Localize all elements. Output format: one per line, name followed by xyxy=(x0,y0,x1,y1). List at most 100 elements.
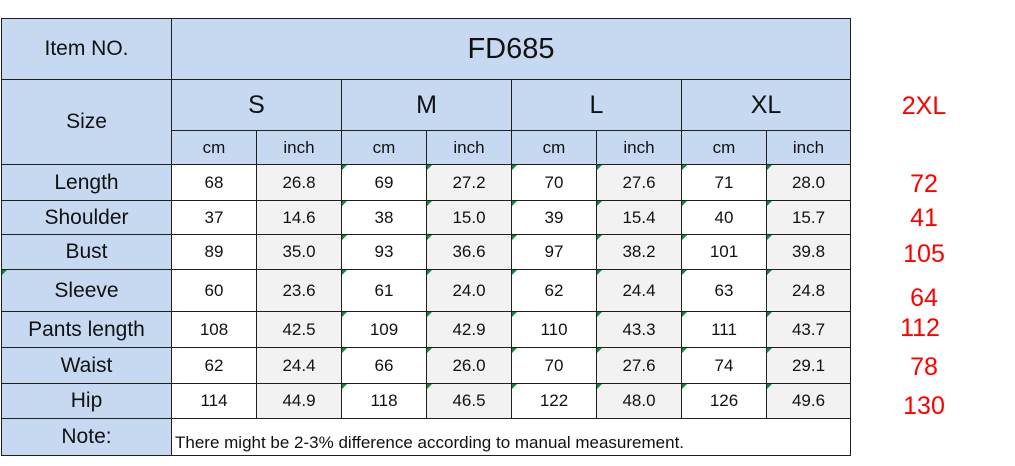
table-cell: 39.8 xyxy=(766,234,851,270)
table-cell: 111 xyxy=(681,311,767,348)
cell-marker xyxy=(342,270,347,275)
note-text: There might be 2-3% difference according… xyxy=(171,418,851,456)
top-margin xyxy=(0,0,1015,18)
unit-inch-l: inch xyxy=(596,130,682,165)
table-cell: 109 xyxy=(341,311,427,348)
cell-marker xyxy=(682,384,687,389)
cell-marker xyxy=(767,348,772,353)
table-cell: 44.9 xyxy=(256,383,342,419)
table-cell: 61 xyxy=(341,269,427,312)
table-cell: 24.0 xyxy=(426,269,512,312)
cell-marker xyxy=(682,348,687,353)
row-label-waist: Waist xyxy=(1,347,172,384)
table-cell: 62 xyxy=(171,347,257,384)
cell-marker xyxy=(427,384,432,389)
cell-marker xyxy=(342,384,347,389)
size-header-xl: XL xyxy=(681,79,851,131)
unit-cm-s: cm xyxy=(171,130,257,165)
extra-value-shoulder: 41 xyxy=(910,203,938,232)
table-cell: 69 xyxy=(341,164,427,201)
cell-marker xyxy=(767,384,772,389)
cell-marker xyxy=(512,348,517,353)
extra-value-length: 72 xyxy=(910,169,938,198)
table-cell: 15.0 xyxy=(426,200,512,235)
cell-marker xyxy=(342,235,347,240)
table-cell: 70 xyxy=(511,164,597,201)
row-label-length: Length xyxy=(1,164,172,201)
extra-value-sleeve: 64 xyxy=(910,283,938,312)
cell-marker xyxy=(512,384,517,389)
cell-marker xyxy=(342,312,347,317)
cell-marker xyxy=(512,165,517,170)
table-cell: 38 xyxy=(341,200,427,235)
table-cell: 46.5 xyxy=(426,383,512,419)
table-cell: 71 xyxy=(681,164,767,201)
cell-marker xyxy=(427,165,432,170)
cell-marker xyxy=(767,201,772,206)
table-cell: 35.0 xyxy=(256,234,342,270)
table-cell: 26.8 xyxy=(256,164,342,201)
table-cell: 42.5 xyxy=(256,311,342,348)
table-cell: 27.2 xyxy=(426,164,512,201)
table-cell: 15.4 xyxy=(596,200,682,235)
table-cell: 70 xyxy=(511,347,597,384)
extra-value-bust: 105 xyxy=(903,239,945,268)
row-label-hip: Hip xyxy=(1,383,172,419)
row-label-pants-length: Pants length xyxy=(1,311,172,348)
cell-marker xyxy=(682,270,687,275)
cell-marker xyxy=(427,201,432,206)
table-cell: 39 xyxy=(511,200,597,235)
cell-marker xyxy=(767,312,772,317)
cell-marker xyxy=(512,312,517,317)
cell-marker xyxy=(427,270,432,275)
size-header-m: M xyxy=(341,79,512,131)
cell-marker xyxy=(767,270,772,275)
row-label-shoulder: Shoulder xyxy=(1,200,172,235)
size-header-s: S xyxy=(171,79,342,131)
cell-marker xyxy=(597,348,602,353)
unit-cm-m: cm xyxy=(341,130,427,165)
item-no-label: Item NO. xyxy=(1,18,172,80)
table-cell: 23.6 xyxy=(256,269,342,312)
table-cell: 24.4 xyxy=(596,269,682,312)
row-label-bust: Bust xyxy=(1,234,172,270)
cell-marker xyxy=(682,312,687,317)
cell-marker xyxy=(342,165,347,170)
table-cell: 62 xyxy=(511,269,597,312)
note-label: Note: xyxy=(1,418,172,456)
table-cell: 118 xyxy=(341,383,427,419)
cell-marker xyxy=(427,348,432,353)
table-cell: 28.0 xyxy=(766,164,851,201)
cell-marker xyxy=(597,312,602,317)
table-cell: 89 xyxy=(171,234,257,270)
item-no-value: FD685 xyxy=(171,18,851,80)
extra-value-waist: 78 xyxy=(910,352,938,381)
table-cell: 14.6 xyxy=(256,200,342,235)
table-cell: 15.7 xyxy=(766,200,851,235)
cell-marker xyxy=(342,201,347,206)
cell-marker xyxy=(767,235,772,240)
table-cell: 126 xyxy=(681,383,767,419)
table-cell: 36.6 xyxy=(426,234,512,270)
cell-marker xyxy=(597,270,602,275)
table-cell: 108 xyxy=(171,311,257,348)
table-cell: 29.1 xyxy=(766,347,851,384)
cell-marker xyxy=(682,165,687,170)
unit-inch-s: inch xyxy=(256,130,342,165)
table-cell: 43.7 xyxy=(766,311,851,348)
table-cell: 101 xyxy=(681,234,767,270)
table-cell: 49.6 xyxy=(766,383,851,419)
table-cell: 48.0 xyxy=(596,383,682,419)
cell-marker xyxy=(682,235,687,240)
table-cell: 42.9 xyxy=(426,311,512,348)
table-cell: 26.0 xyxy=(426,347,512,384)
cell-marker xyxy=(682,201,687,206)
table-cell: 114 xyxy=(171,383,257,419)
unit-inch-xl: inch xyxy=(766,130,851,165)
table-cell: 24.8 xyxy=(766,269,851,312)
cell-marker xyxy=(512,270,517,275)
extra-value-hip: 130 xyxy=(903,391,945,420)
table-cell: 93 xyxy=(341,234,427,270)
cell-marker xyxy=(512,235,517,240)
size-label: Size xyxy=(1,79,172,165)
